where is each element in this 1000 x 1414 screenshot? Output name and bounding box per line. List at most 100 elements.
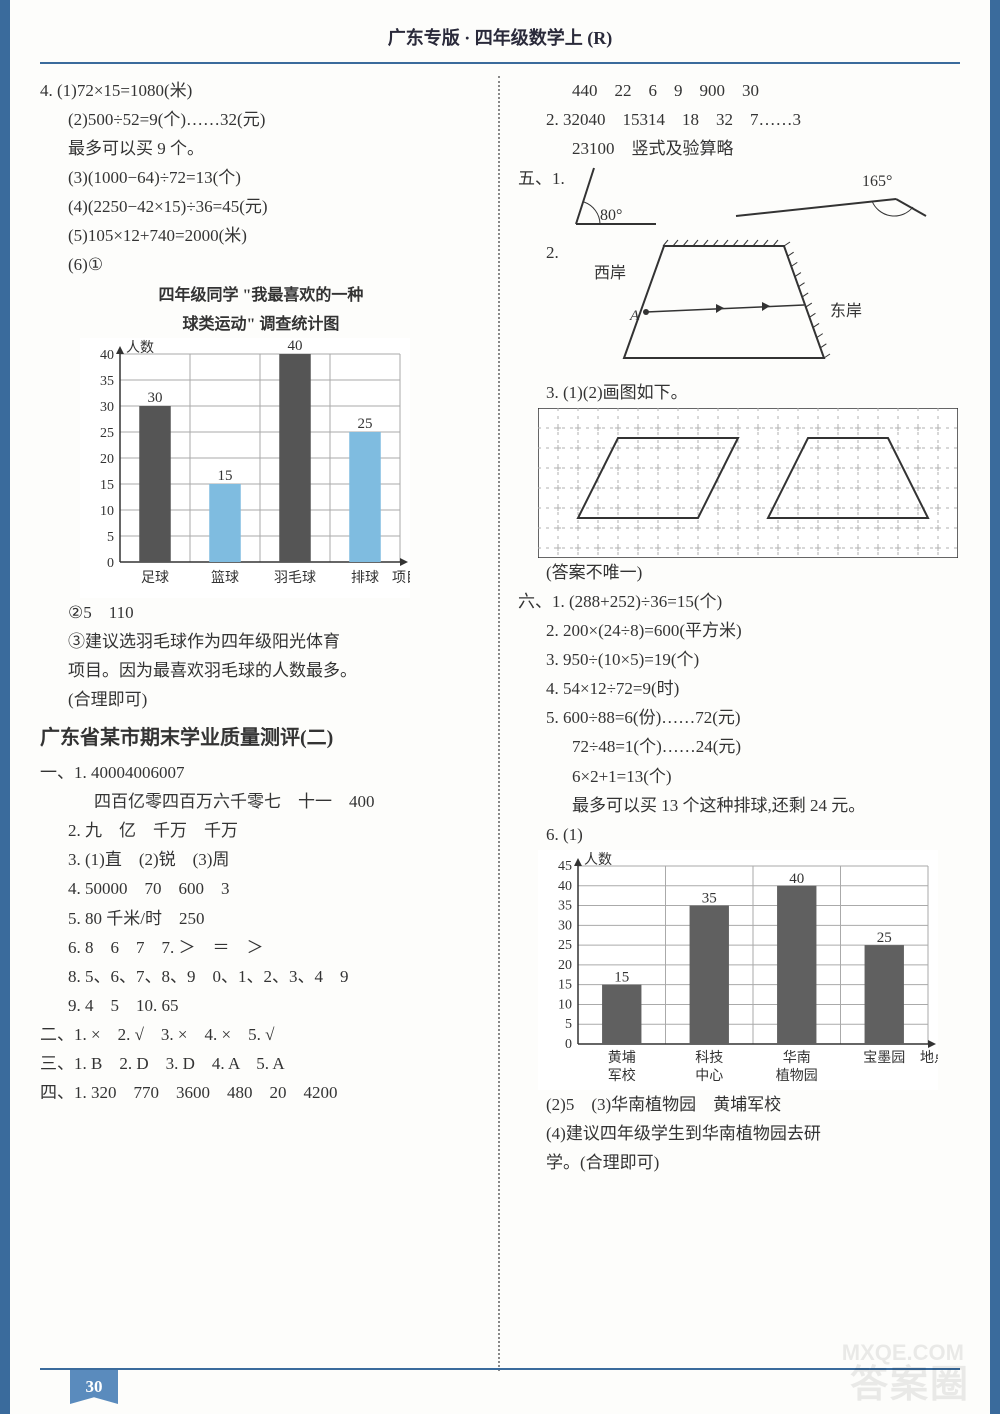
svg-text:30: 30 [100, 400, 114, 415]
svg-text:A: A [629, 308, 640, 324]
svg-text:排球: 排球 [351, 570, 379, 586]
line: 3. 950÷(10×5)=19(个) [518, 646, 960, 674]
svg-text:5: 5 [107, 530, 114, 545]
line: (2)5 (3)华南植物园 黄埔军校 [518, 1091, 960, 1119]
grid-drawing [538, 408, 960, 558]
line: 学。(合理即可) [518, 1149, 960, 1177]
watermark-url: MXQE.COM [842, 1340, 964, 1366]
line: 6×2+1=13(个) [518, 763, 960, 791]
svg-text:35: 35 [558, 898, 572, 913]
line: 四、1. 320 770 3600 480 20 4200 [40, 1079, 482, 1107]
svg-text:30: 30 [148, 390, 163, 406]
svg-text:35: 35 [702, 890, 717, 906]
svg-text:0: 0 [107, 556, 114, 571]
line: 2. 200×(24÷8)=600(平方米) [518, 617, 960, 645]
line: 3. (1)直 (2)锐 (3)周 [40, 846, 482, 874]
svg-text:15: 15 [218, 468, 233, 484]
chart1-title-l2: 球类运动" 调查统计图 [40, 314, 482, 336]
svg-text:165°: 165° [862, 173, 892, 190]
line: (5)105×12+740=2000(米) [40, 222, 482, 250]
svg-text:15: 15 [558, 977, 572, 992]
svg-text:20: 20 [558, 958, 572, 973]
svg-text:东岸: 东岸 [830, 302, 862, 320]
svg-text:植物园: 植物园 [776, 1068, 818, 1084]
chart2-bar-chart: 051015202530354045人数地点15黄埔军校35科技中心40华南植物… [538, 850, 960, 1090]
line: (合理即可) [40, 686, 482, 714]
svg-text:篮球: 篮球 [211, 570, 239, 586]
svg-text:羽毛球: 羽毛球 [274, 570, 316, 586]
svg-text:40: 40 [288, 338, 303, 354]
line: 72÷48=1(个)……24(元) [518, 733, 960, 761]
svg-text:0: 0 [565, 1037, 572, 1052]
line: (6)① [40, 251, 482, 279]
line: (2)500÷52=9(个)……32(元) [40, 106, 482, 134]
svg-text:中心: 中心 [695, 1068, 723, 1084]
line: 6. (1) [518, 821, 960, 849]
line: 三、1. B 2. D 3. D 4. A 5. A [40, 1050, 482, 1078]
section-heading: 广东省某市期末学业质量测评(二) [40, 722, 482, 755]
line: 4. 50000 70 600 3 [40, 875, 482, 903]
line: ③建议选羽毛球作为四年级阳光体育 [40, 628, 482, 656]
angle-figure: 80° 165° [566, 164, 946, 234]
line: 五、1. [518, 165, 566, 193]
line: 9. 4 5 10. 65 [40, 992, 482, 1020]
svg-text:40: 40 [100, 348, 114, 363]
trapezoid-figure: 西岸 A 东岸 [574, 238, 934, 378]
svg-text:足球: 足球 [141, 570, 169, 586]
page-header: 广东专版 · 四年级数学上 (R) [40, 20, 960, 64]
line: 四百亿零四百万六千零七 十一 400 [40, 788, 482, 816]
line: (4)(2250−42×15)÷36=45(元) [40, 193, 482, 221]
line: 4. (1)72×15=1080(米) [40, 77, 482, 105]
svg-text:15: 15 [100, 478, 114, 493]
left-column: 4. (1)72×15=1080(米) (2)500÷52=9(个)……32(元… [40, 76, 494, 1371]
svg-text:40: 40 [558, 878, 572, 893]
line: 2. 九 亿 千万 千万 [40, 817, 482, 845]
svg-text:人数: 人数 [126, 340, 154, 356]
svg-text:地点: 地点 [920, 1050, 938, 1066]
svg-text:25: 25 [358, 416, 373, 432]
svg-text:30: 30 [558, 918, 572, 933]
line: 最多可以买 9 个。 [40, 135, 482, 163]
chart1-bar-chart: 0510152025303540人数项目30足球15篮球40羽毛球25排球 [80, 338, 482, 598]
svg-text:军校: 军校 [608, 1067, 636, 1084]
line: 一、1. 40004006007 [40, 759, 482, 787]
svg-text:人数: 人数 [584, 852, 612, 868]
page-number-badge: 30 [70, 1370, 118, 1404]
svg-text:80°: 80° [600, 207, 622, 224]
line: 8. 5、6、7、8、9 0、1、2、3、4 9 [40, 963, 482, 991]
svg-text:10: 10 [100, 504, 114, 519]
line: (3)(1000−64)÷72=13(个) [40, 164, 482, 192]
column-divider [498, 76, 502, 1371]
line: ②5 110 [40, 599, 482, 627]
content-columns: 4. (1)72×15=1080(米) (2)500÷52=9(个)……32(元… [10, 76, 990, 1371]
svg-text:5: 5 [565, 1017, 572, 1032]
line: 六、1. (288+252)÷36=15(个) [518, 588, 960, 616]
svg-text:华南: 华南 [783, 1050, 811, 1066]
page-footer-line [40, 1368, 960, 1370]
line: (答案不唯一) [518, 559, 960, 587]
svg-text:45: 45 [558, 859, 572, 874]
line: 2. 32040 15314 18 32 7……3 [518, 106, 960, 134]
line: 4. 54×12÷72=9(时) [518, 675, 960, 703]
line: 5. 80 千米/时 250 [40, 905, 482, 933]
line: 最多可以买 13 个这种排球,还剩 24 元。 [518, 792, 960, 820]
line: 2. [518, 239, 574, 267]
line: 5. 600÷88=6(份)……72(元) [518, 704, 960, 732]
page: 广东专版 · 四年级数学上 (R) 4. (1)72×15=1080(米) (2… [0, 0, 1000, 1414]
svg-text:20: 20 [100, 452, 114, 467]
svg-text:科技: 科技 [695, 1050, 723, 1066]
svg-text:25: 25 [100, 426, 114, 441]
line: 6. 8 6 7 7. ＞ ＝ ＞ [40, 934, 482, 962]
svg-text:25: 25 [558, 938, 572, 953]
line: 项目。因为最喜欢羽毛球的人数最多。 [40, 657, 482, 685]
svg-text:黄埔: 黄埔 [608, 1049, 636, 1066]
svg-text:25: 25 [877, 930, 892, 946]
svg-text:西岸: 西岸 [594, 264, 626, 282]
line: 23100 竖式及验算略 [518, 135, 960, 163]
svg-text:35: 35 [100, 374, 114, 389]
svg-text:40: 40 [789, 870, 804, 886]
line: (4)建议四年级学生到华南植物园去研 [518, 1120, 960, 1148]
line: 440 22 6 9 900 30 [518, 77, 960, 105]
line: 二、1. × 2. √ 3. × 4. × 5. √ [40, 1021, 482, 1049]
chart1-title-l1: 四年级同学 "我最喜欢的一种 [40, 285, 482, 307]
